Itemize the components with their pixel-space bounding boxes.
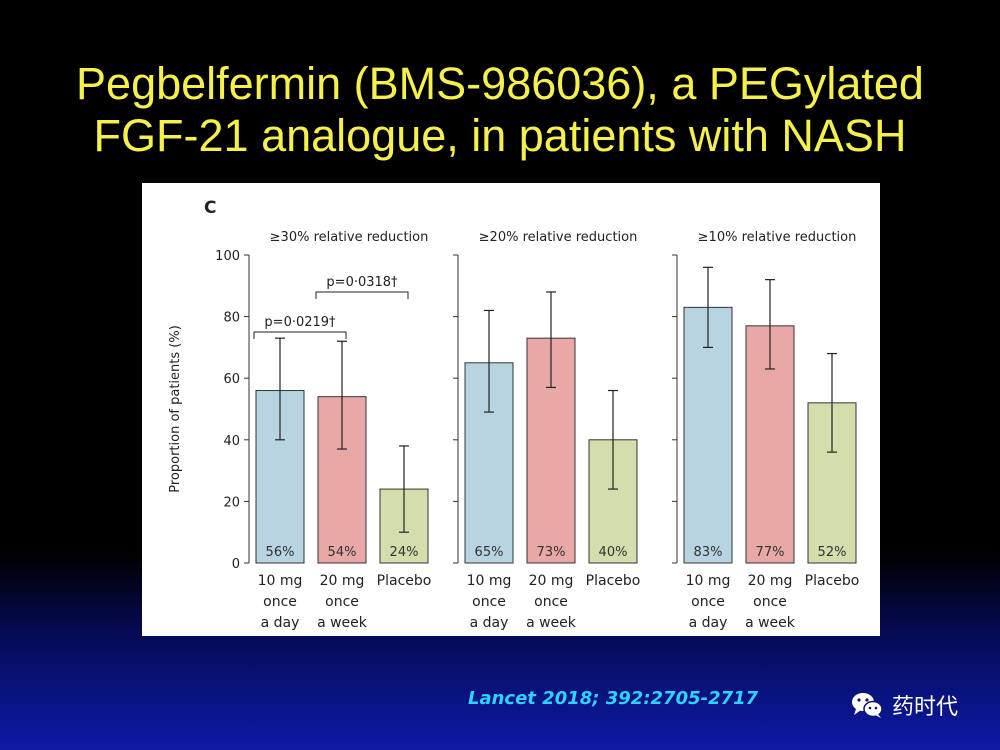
- category-label: once: [534, 594, 568, 610]
- category-label: a day: [261, 615, 300, 631]
- category-label: Placebo: [805, 573, 860, 589]
- data-label: 65%: [475, 545, 504, 560]
- data-label: 24%: [390, 545, 419, 560]
- citation[interactable]: Lancet 2018; 392:2705-2717: [468, 688, 759, 709]
- y-tick-label: 60: [223, 372, 240, 387]
- watermark: 药时代: [850, 688, 958, 722]
- y-tick-label: 20: [223, 495, 240, 510]
- category-label: Placebo: [586, 573, 641, 589]
- category-label: once: [472, 594, 506, 610]
- category-label: 20 mg: [320, 573, 365, 589]
- y-tick-label: 40: [223, 434, 240, 449]
- y-axis-label: Proportion of patients (%): [168, 325, 183, 493]
- category-label: 20 mg: [529, 573, 574, 589]
- category-label: 10 mg: [467, 573, 512, 589]
- wechat-icon: [852, 693, 883, 718]
- significance-bracket: [253, 331, 347, 339]
- data-label: 40%: [599, 545, 628, 560]
- p-value-label: p=0·0219†: [264, 315, 336, 330]
- panel-title: ≥30% relative reduction: [270, 230, 429, 245]
- category-label: a week: [317, 615, 368, 631]
- category-label: 10 mg: [686, 573, 731, 589]
- data-label: 83%: [694, 545, 723, 560]
- y-tick-label: 100: [215, 249, 240, 264]
- category-label: once: [691, 594, 725, 610]
- data-label: 56%: [266, 545, 295, 560]
- panel-title: ≥20% relative reduction: [479, 230, 638, 245]
- data-label: 54%: [328, 545, 357, 560]
- y-tick-label: 80: [223, 311, 240, 326]
- p-value-label: p=0·0318†: [326, 275, 398, 290]
- category-label: 20 mg: [748, 573, 793, 589]
- slide-title-line-2: FGF-21 analogue, in patients with NASH: [93, 110, 907, 161]
- category-label: a week: [526, 615, 577, 631]
- significance-bracket: [315, 291, 409, 299]
- category-label: a week: [745, 615, 796, 631]
- category-label: 10 mg: [258, 573, 303, 589]
- watermark-text: 药时代: [892, 695, 959, 720]
- panel-title: ≥10% relative reduction: [698, 230, 857, 245]
- bar-chart: C Proportion of patients (%) ≥30% relative…: [168, 198, 860, 631]
- slide-title: Pegbelfermin (BMS-986036), a PEGylated F…: [0, 58, 1000, 162]
- slide-title-line-1: Pegbelfermin (BMS-986036), a PEGylated: [76, 58, 924, 109]
- category-label: a day: [689, 615, 728, 631]
- data-label: 77%: [756, 545, 785, 560]
- chart-panel: C Proportion of patients (%) ≥30% relative…: [142, 183, 880, 636]
- y-tick-label: 0: [232, 557, 240, 572]
- category-label: once: [753, 594, 787, 610]
- category-label: a day: [470, 615, 509, 631]
- category-label: Placebo: [377, 573, 432, 589]
- data-label: 52%: [818, 545, 847, 560]
- bar: [683, 306, 733, 564]
- panel-letter: C: [204, 198, 216, 218]
- category-label: once: [325, 594, 359, 610]
- category-label: once: [263, 594, 297, 610]
- data-label: 73%: [537, 545, 566, 560]
